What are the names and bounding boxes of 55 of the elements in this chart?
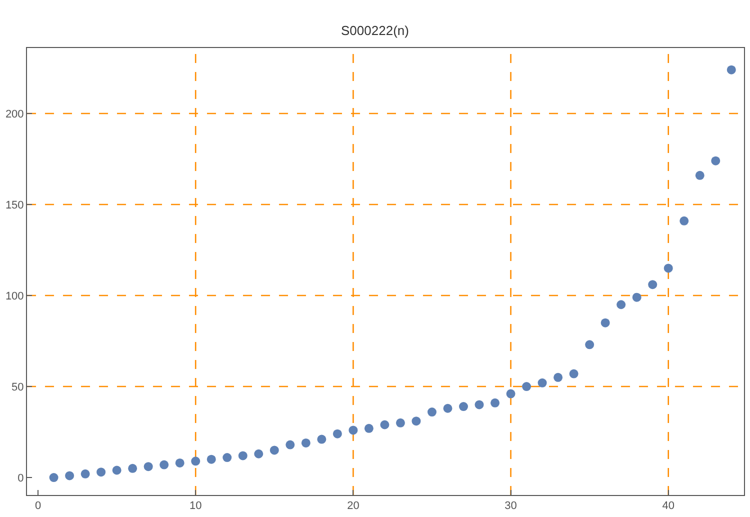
point xyxy=(680,216,689,226)
point xyxy=(286,440,295,450)
point xyxy=(490,398,500,408)
point xyxy=(144,462,153,472)
point xyxy=(522,382,532,392)
point xyxy=(474,400,484,410)
y-tick-label: 200 xyxy=(5,108,24,120)
point xyxy=(648,280,658,290)
point xyxy=(616,300,626,310)
point xyxy=(695,170,704,180)
point xyxy=(254,449,264,458)
point xyxy=(726,65,736,74)
point xyxy=(332,429,342,438)
x-tick-label: 0 xyxy=(34,500,42,512)
chart-title: S000222(n) xyxy=(341,22,409,38)
point xyxy=(664,264,673,273)
y-tick-label: 0 xyxy=(18,472,24,484)
point xyxy=(128,464,138,473)
point xyxy=(632,292,642,302)
y-tick-label: 150 xyxy=(5,199,24,212)
point xyxy=(554,372,563,382)
point xyxy=(112,466,122,475)
point xyxy=(569,369,578,378)
point xyxy=(412,416,421,426)
point xyxy=(711,156,720,166)
point xyxy=(238,451,248,460)
y-tick-label: 100 xyxy=(5,290,24,302)
point xyxy=(538,378,547,388)
point xyxy=(380,420,390,430)
point xyxy=(206,454,216,464)
point xyxy=(364,424,374,433)
point xyxy=(301,438,310,448)
point xyxy=(459,402,468,412)
point xyxy=(348,426,358,435)
y-tick-label: 50 xyxy=(12,381,24,394)
point xyxy=(80,469,90,478)
point xyxy=(443,404,452,413)
x-tick-label: 10 xyxy=(189,500,202,512)
point xyxy=(317,434,326,444)
x-tick-label: 20 xyxy=(347,500,360,512)
point xyxy=(175,458,184,468)
point xyxy=(396,418,405,428)
point xyxy=(191,456,200,466)
point xyxy=(427,408,436,417)
point xyxy=(506,389,516,398)
x-tick-label: 40 xyxy=(662,500,674,512)
point xyxy=(49,473,58,482)
point xyxy=(160,460,169,470)
point xyxy=(65,471,74,480)
x-tick-label: 30 xyxy=(504,500,517,512)
point xyxy=(600,318,610,328)
point xyxy=(222,453,232,462)
point xyxy=(585,340,594,350)
point xyxy=(96,468,106,477)
point xyxy=(270,446,279,455)
